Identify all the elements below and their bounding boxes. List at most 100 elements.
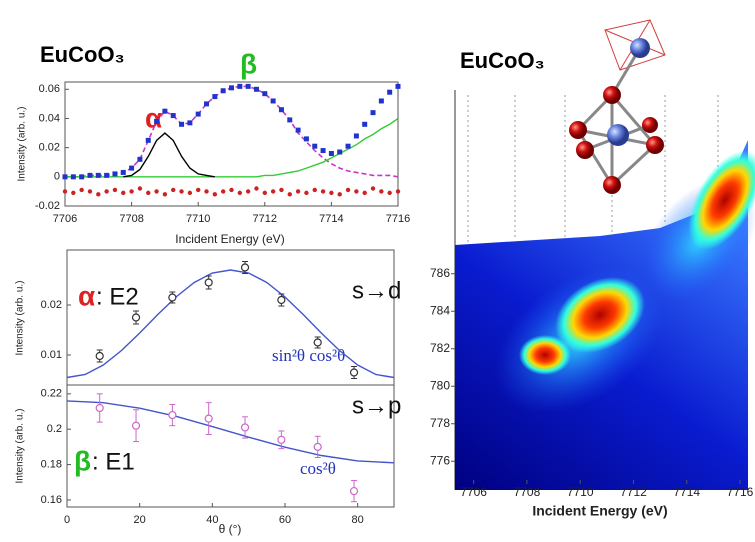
x-tick-label: 7710	[186, 213, 210, 225]
y-tick-label: 778	[430, 416, 450, 430]
data-point	[104, 173, 109, 178]
data-point	[162, 109, 167, 114]
annotation: : E2	[96, 283, 139, 310]
data-point	[88, 189, 92, 193]
data-point	[129, 166, 134, 171]
data-point	[169, 412, 176, 419]
data-point	[71, 174, 76, 179]
data-point	[137, 157, 142, 162]
data-point	[171, 113, 176, 118]
data-point	[63, 174, 68, 179]
data-point	[138, 186, 142, 190]
data-point	[287, 117, 292, 122]
data-point	[329, 191, 333, 195]
data-point	[205, 279, 212, 286]
data-point	[278, 436, 285, 443]
x-tick-label: 60	[279, 514, 291, 526]
y-tick-label: 0	[54, 171, 60, 183]
y-axis-label: Intensity (arb. u.)	[15, 280, 26, 355]
data-point	[304, 136, 309, 141]
data-point	[313, 188, 317, 192]
fit-line	[65, 86, 398, 176]
data-point	[263, 191, 267, 195]
x-tick-label: 20	[134, 514, 146, 526]
x-tick-label: 7708	[119, 213, 143, 225]
data-point	[146, 138, 151, 143]
chart-title: EuCoO₃	[40, 42, 125, 67]
data-point	[296, 128, 301, 133]
data-point	[213, 192, 217, 196]
data-point	[338, 192, 342, 196]
data-point	[279, 107, 284, 112]
annotation: α	[78, 280, 95, 311]
data-point	[238, 191, 242, 195]
data-point	[79, 174, 84, 179]
y-axis-label: Intensity (arb. u.)	[15, 408, 26, 483]
x-tick-label: 7706	[53, 213, 77, 225]
data-point	[387, 90, 392, 95]
data-point	[221, 88, 226, 93]
data-point	[346, 144, 351, 149]
y-tick-label: 0.18	[41, 458, 62, 470]
data-point	[304, 191, 308, 195]
data-point	[96, 192, 100, 196]
y-tick-label: 780	[430, 378, 450, 392]
y-tick-label: 784	[430, 303, 450, 317]
y-tick-label: 0.2	[47, 423, 62, 435]
data-point	[229, 85, 234, 90]
y-tick-label: 776	[430, 453, 450, 467]
data-point	[129, 189, 133, 193]
annotation: s→d	[352, 277, 401, 304]
data-point	[396, 189, 400, 193]
data-point	[351, 488, 358, 495]
data-point	[271, 189, 275, 193]
x-tick-label: 7706	[460, 485, 487, 499]
data-point	[288, 192, 292, 196]
data-point	[71, 191, 75, 195]
data-point	[104, 189, 108, 193]
data-point	[254, 87, 259, 92]
data-point	[314, 443, 321, 450]
x-tick-label: 7712	[620, 485, 647, 499]
y-tick-label: -0.02	[35, 200, 60, 212]
data-point	[179, 122, 184, 127]
x-tick-label: 40	[206, 514, 218, 526]
x-tick-label: 7716	[386, 213, 410, 225]
data-point	[314, 339, 321, 346]
surface-plot	[455, 90, 755, 490]
surface-peak	[519, 335, 571, 375]
x-axis-label: Incident Energy (eV)	[175, 232, 284, 246]
data-point	[379, 189, 383, 193]
data-point	[354, 133, 359, 138]
data-point	[196, 188, 200, 192]
data-point	[171, 188, 175, 192]
data-point	[351, 369, 358, 376]
data-point	[205, 415, 212, 422]
x-tick-label: 7716	[727, 485, 754, 499]
chart-title: EuCoO₃	[460, 48, 545, 73]
data-point	[371, 110, 376, 115]
plot-frame	[67, 385, 394, 507]
data-point	[246, 189, 250, 193]
data-point	[354, 189, 358, 193]
data-point	[362, 122, 367, 127]
x-axis-label: θ (°)	[219, 522, 242, 536]
y-tick-label: 786	[430, 266, 450, 280]
data-point	[237, 84, 242, 89]
data-point	[278, 297, 285, 304]
data-point	[163, 192, 167, 196]
x-axis-label: Incident Energy (eV)	[532, 503, 667, 519]
data-point	[113, 188, 117, 192]
data-point	[271, 98, 276, 103]
data-point	[154, 189, 158, 193]
data-point	[204, 189, 208, 193]
data-point	[279, 188, 283, 192]
data-point	[396, 84, 401, 89]
y-tick-label: 0.04	[39, 112, 60, 124]
data-point	[379, 98, 384, 103]
data-point	[63, 189, 67, 193]
data-point	[387, 191, 391, 195]
data-point	[212, 94, 217, 99]
data-point	[242, 264, 249, 271]
annotation: cos²θ	[300, 459, 336, 478]
